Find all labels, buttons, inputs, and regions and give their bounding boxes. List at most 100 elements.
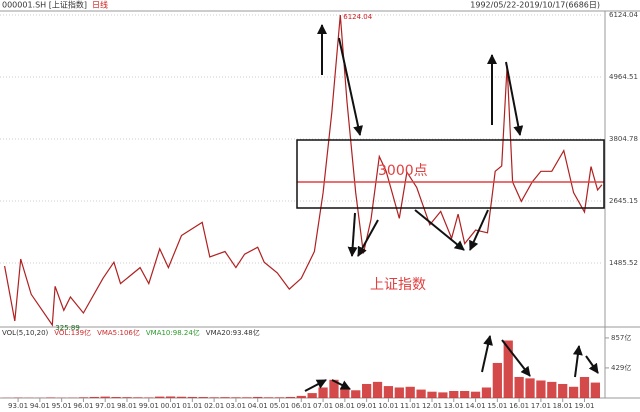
y-tick-label: 2645.15 <box>609 197 638 205</box>
x-tick-label: 10.01 <box>378 402 398 410</box>
volume-bar <box>536 380 546 398</box>
volume-panel: 857亿 429亿 VOL(5,10,20) VOL:139亿 VMA5:106亿 VMA… <box>2 328 631 398</box>
volume-bar <box>547 381 557 398</box>
x-tick-label: 09.01 <box>357 402 377 410</box>
legend-entry: VMA20:93.48亿 <box>206 328 260 337</box>
volume-bar <box>329 379 339 398</box>
volume-bar <box>155 396 165 398</box>
header-range: 1992/05/22-2019/10/17(6686日) <box>470 1 600 10</box>
volume-bar <box>242 397 252 398</box>
volume-bar <box>568 386 579 398</box>
volume-bar <box>144 397 154 398</box>
y-tick-label: 4964.51 <box>609 73 638 81</box>
arrow <box>338 37 363 136</box>
arrow <box>414 209 465 251</box>
volume-bar <box>590 382 601 398</box>
price-panel: 6124.04 4964.51 3804.78 2645.15 1485.52 93.01… <box>0 11 638 410</box>
arrow <box>585 355 599 374</box>
volume-bar <box>427 391 437 398</box>
volume-bar <box>111 397 121 398</box>
y-tick-label: 429亿 <box>611 363 631 372</box>
volume-bar <box>438 392 448 398</box>
volume-bar <box>383 386 394 398</box>
arrows <box>304 24 599 392</box>
volume-bar <box>405 386 415 398</box>
arrow <box>331 379 351 390</box>
volume-bar <box>89 396 99 398</box>
x-tick-label: 15.01 <box>487 402 507 410</box>
x-tick-label: 05.01 <box>269 402 289 410</box>
x-tick-label: 14.01 <box>466 402 486 410</box>
arrow <box>505 61 524 136</box>
chart-label: 上证指数 <box>370 277 426 293</box>
header-period: 日线 <box>92 0 108 10</box>
volume-bar <box>416 389 426 398</box>
volume-bar <box>285 396 296 398</box>
volume-bar <box>78 397 89 398</box>
x-tick-label: 97.01 <box>95 402 115 410</box>
arrow <box>501 339 531 377</box>
peak-label: 6124.04 <box>343 13 372 21</box>
x-tick-label: 19.01 <box>574 402 594 410</box>
arrow <box>304 379 327 392</box>
arrow <box>481 335 493 373</box>
volume-bar <box>176 396 187 398</box>
x-tick-label: 18.01 <box>553 402 573 410</box>
x-tick-label: 94.01 <box>30 402 50 410</box>
volume-bar <box>460 390 470 398</box>
legend-entry: VOL(5,10,20) <box>2 329 49 337</box>
x-tick-label: 93.01 <box>8 402 28 410</box>
x-tick-label: 17.01 <box>531 402 551 410</box>
volume-bar <box>187 396 197 398</box>
volume-bar <box>122 397 132 398</box>
volume-bar <box>362 383 372 398</box>
volume-bar <box>133 397 143 398</box>
volume-bar <box>307 393 317 398</box>
volume-bar <box>558 383 568 398</box>
x-tick-label: 04.01 <box>248 402 268 410</box>
reference-label: 3000点 <box>378 163 428 179</box>
volume-bar <box>525 378 535 398</box>
y-tick-label: 857亿 <box>611 333 631 342</box>
volume-bar <box>165 396 176 398</box>
volume-bar <box>263 397 274 398</box>
volume-bar <box>340 387 350 398</box>
y-tick-label: 1485.52 <box>609 259 638 267</box>
y-tick-label: 6124.04 <box>609 11 638 19</box>
volume-bar <box>274 397 285 398</box>
x-tick-label: 01.01 <box>182 402 202 410</box>
volume-bar <box>220 397 230 398</box>
volume-bar <box>198 397 208 398</box>
arrow <box>347 212 358 257</box>
volume-bar <box>470 391 481 398</box>
volume-bar <box>514 376 524 398</box>
header-code: 000001.SH [上证指数] <box>2 0 87 10</box>
y-tick-label: 3804.78 <box>609 135 638 143</box>
volume-bar <box>351 390 361 398</box>
legend-entry: VOL:139亿 <box>54 328 91 337</box>
x-tick-label: 00.01 <box>161 402 181 410</box>
x-tick-label: 96.01 <box>73 402 93 410</box>
x-tick-label: 95.01 <box>52 402 72 410</box>
x-tick-label: 12.01 <box>422 402 442 410</box>
volume-bar <box>372 381 383 398</box>
volume-bar <box>579 376 590 398</box>
volume-bar <box>100 396 110 398</box>
volume-bar <box>253 396 263 398</box>
arrow <box>572 345 583 378</box>
low-label: 325.89 <box>55 324 79 332</box>
volume-bar <box>481 387 492 398</box>
x-tick-label: 98.01 <box>117 402 137 410</box>
x-tick-label: 13.01 <box>444 402 464 410</box>
volume-bar <box>503 340 513 398</box>
x-tick-label: 06.01 <box>291 402 311 410</box>
volume-bar <box>394 387 404 398</box>
range-box <box>296 139 605 209</box>
legend-entry: VMA5:106亿 <box>97 328 140 337</box>
x-tick-label: 99.01 <box>139 402 159 410</box>
x-tick-label: 02.01 <box>204 402 224 410</box>
x-tick-label: 11.01 <box>400 402 420 410</box>
arrow <box>469 209 489 251</box>
